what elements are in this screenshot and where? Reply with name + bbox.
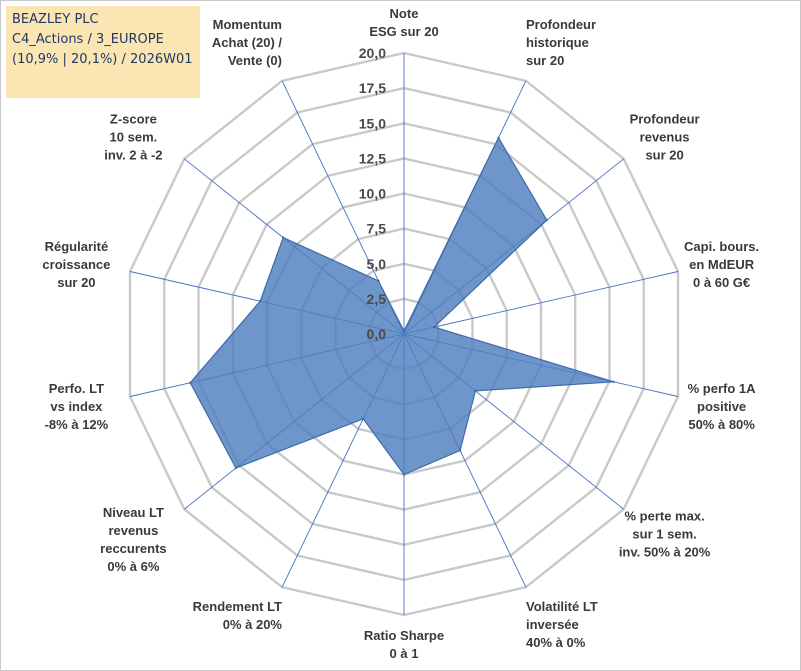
axis-label-line: revenus xyxy=(108,523,158,538)
axis-label: Régularité croissance sur 20 xyxy=(42,239,110,290)
axis-label: Rendement LT 0% à 20% xyxy=(193,599,283,632)
axis-label-line: sur 1 sem. xyxy=(632,526,696,541)
category-label: C4_Actions / 3_EUROPE xyxy=(12,32,164,47)
axis-label-line: 50% à 80% xyxy=(688,417,755,432)
data-point xyxy=(377,279,380,282)
data-point xyxy=(189,381,192,384)
axis-label-line: 10 sem. xyxy=(110,130,158,145)
axis-label: Profondeur revenus sur 20 xyxy=(630,112,700,163)
data-point xyxy=(362,417,365,420)
axis-label-line: -8% à 12% xyxy=(45,417,109,432)
tick-label: 5,0 xyxy=(367,256,387,272)
axis-label-line: sur 20 xyxy=(526,53,564,68)
data-point xyxy=(545,218,548,222)
axis-label-line: Momentum xyxy=(213,17,282,32)
axis-label-line: 0 à 60 G€ xyxy=(693,275,750,290)
title-box: BEAZLEY PLC C4_Actions / 3_EUROPE (10,9%… xyxy=(6,6,200,98)
axis-label-line: Régularité xyxy=(45,239,109,254)
axis-label-line: 40% à 0% xyxy=(526,635,586,650)
axis-label-line: Volatilité LT xyxy=(526,599,598,614)
axis-label-line: Profondeur xyxy=(630,112,700,127)
axis-label-line: croissance xyxy=(42,257,110,272)
axis-label-line: historique xyxy=(526,35,589,50)
axis-label-line: Z-score xyxy=(110,112,157,127)
axis-label: Momentum Achat (20) / Vente (0) xyxy=(212,17,282,68)
tick-label: 0,0 xyxy=(367,326,387,342)
tick-label: 20,0 xyxy=(359,45,386,61)
axis-label-line: % perfo 1A xyxy=(688,381,757,396)
company-name: BEAZLEY PLC xyxy=(12,12,99,27)
axis-label-line: sur 20 xyxy=(57,275,95,290)
data-point xyxy=(402,473,406,476)
data-point xyxy=(474,389,477,393)
axis-label-line: Capi. bours. xyxy=(684,239,759,254)
axis-spoke xyxy=(403,271,679,335)
tick-label: 17,5 xyxy=(359,80,386,96)
axis-label-line: Perfo. LT xyxy=(49,381,104,396)
axis-label: Ratio Sharpe 0 à 1 xyxy=(364,628,444,661)
axis-label-line: revenus xyxy=(640,130,690,145)
stats-label: (10,9% | 20,1%) / 2026W01 xyxy=(12,52,193,67)
axis-label-line: vs index xyxy=(50,399,103,414)
axis-label-line: % perte max. xyxy=(624,508,704,523)
axis-label-line: Niveau LT xyxy=(103,505,164,520)
axis-label: Perfo. LT vs index -8% à 12% xyxy=(45,381,109,432)
tick-label: 12,5 xyxy=(359,150,386,166)
axis-label: Note ESG sur 20 xyxy=(369,6,438,39)
tick-label: 2,5 xyxy=(367,291,387,307)
axis-label-line: inversée xyxy=(526,617,579,632)
label-layer: Note ESG sur 20 Profondeur historique sur 20… xyxy=(42,6,759,661)
axis-label-line: 0% à 20% xyxy=(223,617,283,632)
tick-label: 15,0 xyxy=(359,115,386,131)
axis-label-line: Note xyxy=(390,6,419,21)
data-point xyxy=(458,449,462,452)
data-point xyxy=(402,330,406,333)
axis-label: Capi. bours. en MdEUR 0 à 60 G€ xyxy=(684,239,759,290)
axis-label-line: positive xyxy=(697,399,746,414)
tick-layer: 0,0 2,5 5,0 7,5 10,0 12,5 15,0 17,5 20,0 xyxy=(359,45,386,342)
data-point xyxy=(612,380,615,383)
axis-label-line: inv. 2 à -2 xyxy=(104,148,162,163)
axis-label: Volatilité LT inversée 40% à 0% xyxy=(526,599,598,650)
axis-label-line: Vente (0) xyxy=(228,53,282,68)
data-point xyxy=(259,300,262,303)
axis-label-line: sur 20 xyxy=(645,148,683,163)
series-layer xyxy=(189,136,615,476)
tick-label: 7,5 xyxy=(367,221,387,237)
axis-label-line: reccurents xyxy=(100,541,166,556)
data-point xyxy=(282,236,285,239)
axis-label-line: Rendement LT xyxy=(193,599,282,614)
data-point xyxy=(234,466,238,470)
data-point xyxy=(497,136,500,139)
axis-label: % perfo 1A positive 50% à 80% xyxy=(688,381,757,432)
tick-label: 10,0 xyxy=(359,186,386,202)
axis-label-line: Profondeur xyxy=(526,17,596,32)
axis-label: Niveau LT revenus reccurents 0% à 6% xyxy=(100,505,166,574)
axis-label-line: ESG sur 20 xyxy=(369,24,438,39)
axis-label-line: Ratio Sharpe xyxy=(364,628,444,643)
axis-label: Profondeur historique sur 20 xyxy=(526,17,596,68)
data-point xyxy=(432,325,436,329)
axis-label: Z-score 10 sem. inv. 2 à -2 xyxy=(104,112,162,163)
axis-label: % perte max. sur 1 sem. inv. 50% à 20% xyxy=(619,508,711,559)
axis-label-line: inv. 50% à 20% xyxy=(619,544,711,559)
axis-label-line: 0% à 6% xyxy=(107,559,159,574)
axis-label-line: 0 à 1 xyxy=(390,646,419,661)
axis-label-line: Achat (20) / xyxy=(212,35,282,50)
axis-label-line: en MdEUR xyxy=(689,257,755,272)
